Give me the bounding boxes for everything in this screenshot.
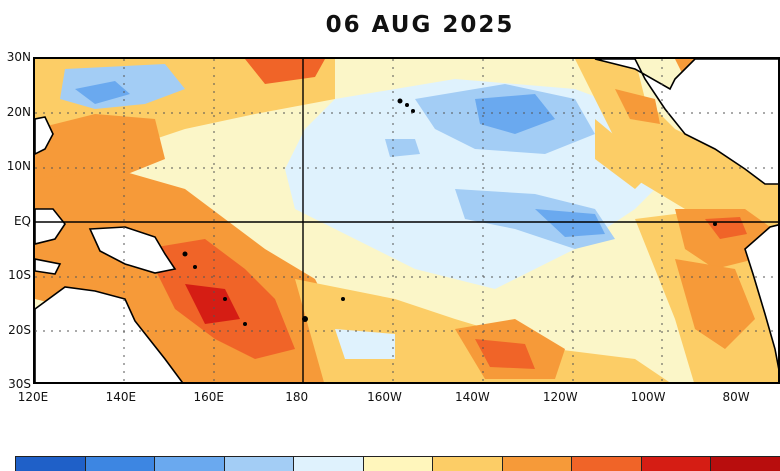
- lon-label: 140E: [105, 390, 137, 404]
- colorbar-swatch: [15, 457, 85, 471]
- lon-label: 160E: [193, 390, 225, 404]
- colorbar-swatch: [362, 457, 433, 471]
- lat-label: 30N: [6, 50, 31, 64]
- lon-label: 100W: [630, 390, 666, 404]
- colorbar-swatch: [154, 457, 224, 471]
- colorbar-swatch: [710, 457, 780, 471]
- land: [35, 59, 778, 382]
- lon-label: 140W: [455, 390, 490, 404]
- sst-anomaly-map: [33, 57, 780, 384]
- lon-label: 160W: [367, 390, 402, 404]
- lat-label: 20N: [6, 104, 31, 119]
- lat-label: 20S: [8, 322, 31, 337]
- islands: [182, 98, 717, 326]
- lon-label: 120E: [17, 390, 49, 404]
- lon-label: 180: [285, 390, 309, 404]
- colorbar-swatch: [223, 457, 294, 471]
- graticule: [35, 59, 778, 382]
- lon-label: 80W: [722, 390, 750, 404]
- lat-label: 10N: [6, 159, 31, 173]
- lat-label: 10S: [8, 268, 31, 282]
- lat-label: EQ: [13, 213, 31, 228]
- colorbar-swatch: [84, 457, 155, 471]
- colorbar-swatch: [432, 457, 502, 471]
- lon-label: 120W: [542, 390, 578, 404]
- main-axes: [35, 59, 778, 382]
- colorbar-swatch: [501, 457, 572, 471]
- map-title: 06 AUG 2025: [325, 12, 515, 38]
- colorbar-swatch: [571, 457, 641, 471]
- colorbar-swatch: [640, 457, 711, 471]
- colorbar-swatch: [293, 457, 363, 471]
- lat-label: 30S: [8, 377, 31, 391]
- colorbar: [15, 456, 780, 471]
